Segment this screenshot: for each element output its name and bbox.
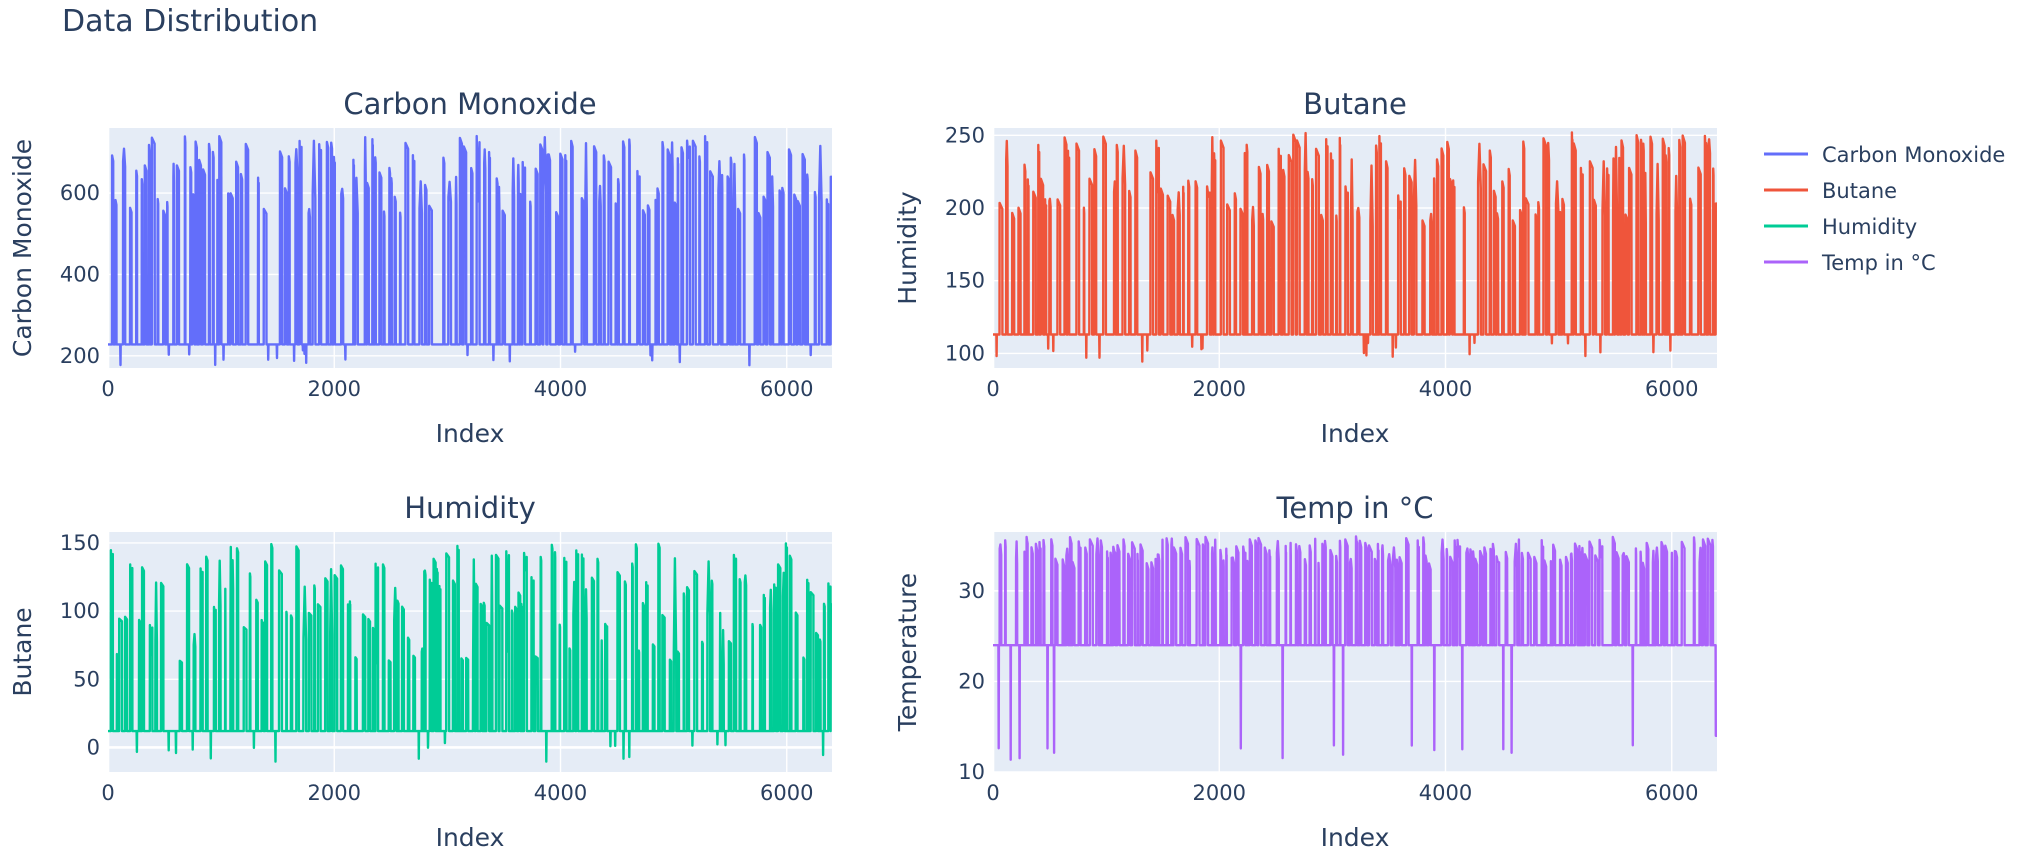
y-tick-label: 150 <box>945 269 985 293</box>
y-axis-label: Humidity <box>893 191 922 305</box>
x-tick-label: 4000 <box>534 377 587 401</box>
x-tick-label: 6000 <box>760 377 813 401</box>
legend-label: Carbon Monoxide <box>1822 143 2005 167</box>
x-tick-label: 2000 <box>308 377 361 401</box>
subplot-title: Butane <box>1303 87 1407 121</box>
y-tick-label: 200 <box>60 344 100 368</box>
y-tick-label: 10 <box>958 760 985 784</box>
legend-item[interactable]: Carbon Monoxide <box>1764 143 2005 167</box>
subplot-title: Carbon Monoxide <box>343 87 596 121</box>
x-axis-label: Index <box>1321 823 1390 852</box>
legend-label: Temp in °C <box>1821 251 1936 275</box>
x-tick-label: 2000 <box>308 781 361 805</box>
x-tick-label: 4000 <box>534 781 587 805</box>
humidity-series-line <box>108 542 832 763</box>
y-tick-label: 50 <box>73 667 100 691</box>
x-tick-label: 6000 <box>1645 377 1698 401</box>
y-tick-label: 100 <box>60 599 100 623</box>
x-tick-label: 6000 <box>760 781 813 805</box>
x-tick-label: 2000 <box>1193 377 1246 401</box>
y-tick-label: 600 <box>60 181 100 205</box>
x-tick-label: 0 <box>986 377 999 401</box>
x-axis-label: Index <box>436 419 505 448</box>
subplot-title: Temp in °C <box>1276 491 1434 525</box>
x-axis-label: Index <box>1321 419 1390 448</box>
y-axis-label: Butane <box>8 607 37 696</box>
x-tick-label: 4000 <box>1419 377 1472 401</box>
y-tick-label: 20 <box>958 669 985 693</box>
legend-item[interactable]: Humidity <box>1764 215 1917 239</box>
legend[interactable]: Carbon Monoxide Butane Humidity Temp in °C <box>1764 143 2005 275</box>
x-axis-label: Index <box>436 823 505 852</box>
y-tick-label: 100 <box>945 341 985 365</box>
subplot-temp-in-c: 10 20 30 0 2000 4000 6000 Temp in °C Index Temper… <box>893 491 1717 852</box>
x-tick-label: 4000 <box>1419 781 1472 805</box>
figure-title: Data Distribution <box>62 4 319 39</box>
legend-item[interactable]: Butane <box>1764 179 1897 203</box>
x-tick-label: 0 <box>101 781 114 805</box>
y-tick-label: 250 <box>945 123 985 147</box>
legend-item[interactable]: Temp in °C <box>1764 251 1936 275</box>
y-tick-label: 30 <box>958 579 985 603</box>
y-axis-label: Temperature <box>893 573 922 732</box>
y-axis-label: Carbon Monoxide <box>8 139 37 357</box>
legend-label: Humidity <box>1822 215 1917 239</box>
subplot-butane: 100 150 200 250 0 2000 4000 6000 Butane Index Humi… <box>893 87 1717 448</box>
legend-label: Butane <box>1822 179 1897 203</box>
butane-series-line <box>993 131 1717 363</box>
y-tick-label: 150 <box>60 531 100 555</box>
carbon-monoxide-series-line <box>108 134 832 367</box>
subplot-humidity: 0 50 100 150 0 2000 4000 6000 Humidity Index Butan… <box>8 491 832 852</box>
y-tick-label: 200 <box>945 196 985 220</box>
y-tick-label: 0 <box>87 735 100 759</box>
temp-in-c-series-line <box>993 535 1717 761</box>
x-tick-label: 0 <box>101 377 114 401</box>
x-tick-label: 6000 <box>1645 781 1698 805</box>
x-tick-label: 2000 <box>1193 781 1246 805</box>
x-tick-label: 0 <box>986 781 999 805</box>
subplot-title: Humidity <box>404 491 536 525</box>
y-tick-label: 400 <box>60 262 100 286</box>
